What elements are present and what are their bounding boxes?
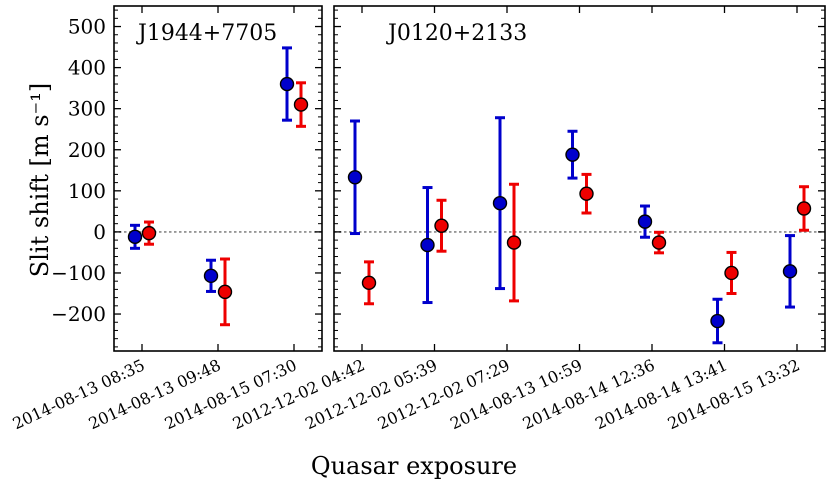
y-tick-label: 400 [68, 56, 106, 80]
point-blue [492, 195, 508, 211]
x-tick-label: 2014-08-15 13:32 [665, 355, 803, 433]
x-tick-label: 2014-08-13 09:48 [86, 355, 224, 433]
y-tick-label: 100 [68, 179, 106, 203]
point-blue [710, 313, 725, 329]
point-blue [127, 229, 143, 245]
point-red [579, 186, 594, 201]
x-tick-label: 2014-08-13 08:35 [10, 355, 148, 433]
point-red [293, 97, 309, 112]
point-red [651, 235, 667, 250]
y-tick-label: 300 [68, 97, 106, 121]
point-blue [637, 214, 653, 229]
panel-title-j0120: J0120+2133 [386, 21, 527, 46]
point-red [434, 218, 449, 233]
panel-frame [113, 5, 323, 352]
point-red [141, 225, 157, 241]
point-red [361, 275, 377, 291]
y-tick-label: −200 [51, 302, 106, 326]
y-tick-label: 500 [68, 15, 106, 39]
point-blue [565, 147, 580, 162]
panel-title-j1944: J1944+7705 [136, 21, 277, 46]
y-tick-label: 200 [68, 138, 106, 162]
point-blue [347, 170, 363, 185]
point-blue [782, 264, 798, 279]
point-red [724, 265, 739, 281]
point-red [796, 201, 812, 216]
y-tick-label: −100 [51, 261, 106, 285]
point-blue [420, 237, 435, 253]
y-axis-title: Slit shift [m s⁻¹] [26, 83, 54, 277]
panel-j1944: −200 −100 0 100 200 300 400 500 2014-08-13 08:35… [10, 5, 323, 433]
point-blue [203, 268, 219, 284]
panel-frame [333, 5, 826, 352]
x-axis-title: Quasar exposure [311, 452, 517, 480]
point-red [217, 284, 233, 300]
point-red [506, 235, 522, 250]
point-blue [279, 76, 295, 92]
y-tick-label: 0 [93, 220, 106, 244]
